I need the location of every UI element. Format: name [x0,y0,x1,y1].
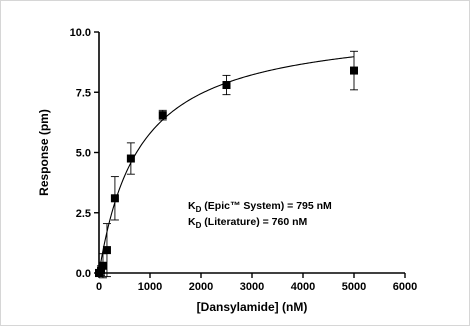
data-point [350,66,358,75]
x-tick-label: 2000 [189,281,213,293]
data-point [102,246,111,255]
labels-layer: [Dansylamide] (nM) Response (pm) KD (Epic™… [37,109,332,314]
data-point [98,261,107,270]
points-layer [95,50,358,279]
x-tick-label: 3000 [240,281,264,293]
y-axis-title: Response (pm) [37,109,51,196]
y-tick-label: 0.0 [76,268,91,280]
data-point [158,111,167,120]
y-tick-label: 2.5 [76,208,91,220]
data-point [110,194,119,203]
kd-annotation: KD (Literature) = 760 nM [188,216,308,230]
x-tick-label: 6000 [393,281,417,293]
kd-annotation: KD (Epic™ System) = 795 nM [188,200,332,214]
y-tick-label: 10.0 [70,27,91,39]
data-point [96,266,105,275]
x-tick-label: 0 [96,281,102,293]
axes: 0 1000 2000 3000 4000 5000 6000 0.0 2.5 5.0 7.5 10.… [70,27,418,293]
x-tick-label: 4000 [291,281,315,293]
data-point [222,81,231,90]
y-tick-label: 5.0 [76,148,91,160]
x-axis-title: [Dansylamide] (nM) [197,300,308,314]
x-tick-label: 1000 [138,281,162,293]
x-tick-label: 5000 [342,281,366,293]
data-point [126,154,135,163]
y-tick-label: 7.5 [76,87,91,99]
